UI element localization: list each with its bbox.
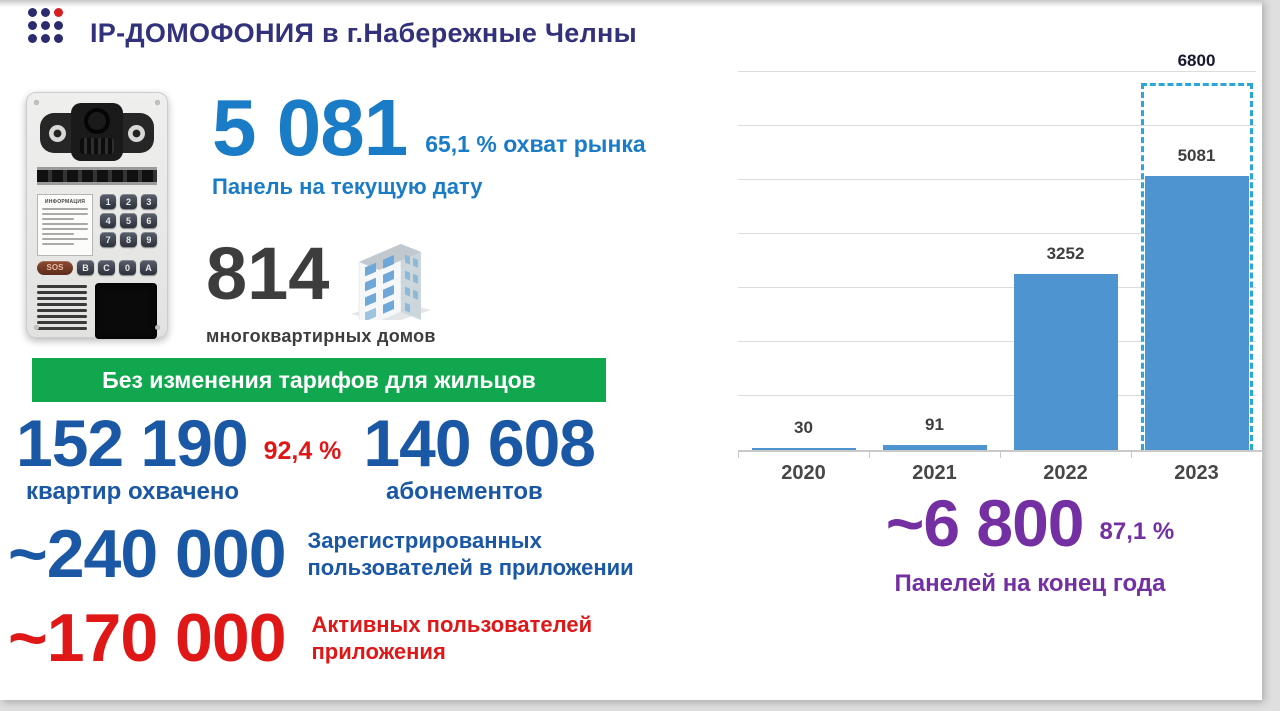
tariff-banner: Без изменения тарифов для жильцов — [32, 358, 606, 402]
intercom-sensor-icon — [128, 124, 145, 142]
chart-gridline — [738, 233, 1256, 235]
chart-bar-slot: 30 — [738, 58, 869, 450]
intercom-key: 5 — [120, 213, 137, 228]
apartments-value: 152 190 — [16, 406, 249, 480]
intercom-speaker-grille — [37, 283, 87, 339]
subscriptions-value: 140 608 — [363, 406, 596, 480]
intercom-key: 4 — [100, 213, 117, 228]
active-users-stat: ~170 000 Активных пользователей приложен… — [8, 604, 652, 672]
active-users-value: ~170 000 — [8, 600, 287, 676]
intercom-display-band — [37, 167, 157, 185]
screw-icon — [34, 100, 39, 105]
chart-gridline — [738, 395, 1256, 397]
presentation-slide: IP-ДОМОФОНИЯ в г.Набережные Челны ИНФОРМ… — [0, 0, 1263, 700]
sticker-title: ИНФОРМАЦИЯ — [44, 199, 86, 205]
forecast-dashed-box — [1140, 83, 1253, 450]
year-end-value: ~6 800 — [885, 486, 1085, 560]
panels-current-label: Панель на текущую дату — [212, 174, 483, 199]
intercom-key: 2 — [120, 194, 137, 209]
intercom-key: 7 — [100, 232, 117, 247]
camera-speaker-grille — [80, 138, 114, 154]
chart-axis-tick — [869, 450, 870, 458]
apartment-building-icon — [351, 243, 432, 320]
chart-axis-tick — [1131, 450, 1132, 458]
chart-x-axis-labels: 2020 2021 2022 2023 — [738, 462, 1262, 485]
chart-bar — [882, 445, 987, 450]
houses-label: многоквартирных домов — [206, 326, 436, 346]
chart-axis-tick — [738, 450, 739, 458]
x-axis-year-label: 2022 — [1043, 462, 1088, 484]
registered-users-label: Зарегистрированных пользователей в прило… — [307, 527, 634, 581]
chart-bar — [751, 448, 856, 450]
x-axis-year-label: 2020 — [781, 462, 826, 484]
chart-bar-slot: 91 — [869, 58, 1000, 450]
registered-users-stat: ~240 000 Зарегистрированных пользователе… — [8, 520, 708, 588]
x-axis-year-label: 2021 — [912, 462, 957, 484]
year-end-stat: ~6 800 87,1 % Панелей на конец года — [790, 490, 1270, 598]
chart-bar — [1144, 176, 1249, 450]
company-logo-dots-icon — [28, 8, 63, 43]
intercom-screen — [95, 283, 157, 339]
chart-axis-tick — [1000, 450, 1001, 458]
intercom-info-sticker: ИНФОРМАЦИЯ — [37, 194, 93, 256]
bar-value-label: 5081 — [1177, 146, 1216, 165]
chart-gridline — [738, 125, 1256, 127]
chart-bar-slot: 3252 — [1000, 58, 1131, 450]
chart-bar-slot: 6800 5081 — [1131, 51, 1262, 450]
bar-value-label: 30 — [794, 418, 813, 437]
intercom-camera — [71, 103, 123, 161]
page-title: IP-ДОМОФОНИЯ в г.Набережные Челны — [90, 18, 638, 48]
screw-icon — [34, 325, 39, 330]
intercom-key: 9 — [140, 232, 157, 247]
chart-gridline — [738, 179, 1256, 181]
forecast-value-label: 6800 — [1177, 51, 1216, 70]
x-axis-year-label: 2023 — [1174, 462, 1219, 484]
bar-value-label: 91 — [925, 415, 944, 434]
camera-lens-icon — [84, 108, 110, 134]
chart-bar — [1013, 274, 1118, 450]
chart-gridline — [738, 287, 1256, 289]
intercom-key: В — [77, 260, 94, 275]
screw-icon — [155, 100, 160, 105]
intercom-key: А — [140, 260, 157, 275]
panels-current-value: 5 081 — [212, 83, 408, 172]
chart-axis-tick — [1262, 450, 1263, 458]
intercom-key: 1 — [100, 194, 117, 209]
chart-gridline — [738, 71, 1256, 73]
intercom-sensor-icon — [49, 124, 66, 142]
active-users-label: Активных пользователей приложения — [311, 611, 593, 665]
year-end-percent: 87,1 % — [1099, 518, 1175, 545]
intercom-camera-module — [40, 103, 154, 161]
chart-plot: 30 91 3252 6800 5081 — [738, 51, 1263, 458]
year-end-label: Панелей на конец года — [894, 570, 1166, 597]
houses-value: 814 — [206, 232, 330, 315]
chart-gridline — [738, 341, 1256, 343]
intercom-key: С — [98, 260, 115, 275]
intercom-key: 6 — [140, 213, 157, 228]
apartments-label: квартир охвачено — [26, 478, 240, 505]
houses-stat: 814 многоквартирн — [206, 228, 439, 347]
screw-icon — [155, 325, 160, 330]
sos-button: SOS — [37, 260, 73, 275]
intercom-key: 3 — [140, 194, 157, 209]
panels-current-stat: 5 081 65,1 % охват рынка Панель на текущ… — [212, 83, 646, 200]
subscriptions-label: абонементов — [386, 478, 543, 505]
apartments-percent: 92,4 % — [263, 437, 342, 465]
intercom-key: 0 — [119, 260, 136, 275]
panels-by-year-chart: 30 91 3252 6800 5081 2020 2021 2022 2023 — [738, 51, 1263, 485]
bar-value-label: 3252 — [1046, 244, 1085, 263]
intercom-key: 8 — [120, 232, 137, 247]
registered-users-value: ~240 000 — [8, 516, 287, 592]
market-coverage-percent: 65,1 % охват рынка — [425, 131, 646, 157]
